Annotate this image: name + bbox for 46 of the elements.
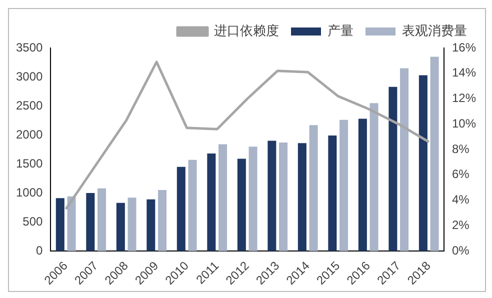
bar [279,142,288,251]
y-tick-label: 500 [22,214,44,228]
bar [237,158,246,251]
bar [430,56,439,251]
y-tick-label: 3000 [16,69,44,84]
bar [418,75,428,251]
legend-label: 进口依赖度 [214,22,279,39]
bar [370,103,378,251]
y2-tick-label: 4% [452,192,470,207]
y2-tick-label: 16% [452,40,476,54]
y-tick-label: 1500 [16,156,44,170]
bar [86,192,95,251]
bar [358,118,367,251]
legend-label: 表观消费量 [402,24,467,39]
bar [176,166,186,251]
y-tick-label: 3500 [16,40,44,54]
bar [298,143,306,251]
bar [116,202,125,251]
bar [248,146,258,251]
bar [67,196,76,251]
bar [128,198,136,251]
y-tick-label: 2000 [16,127,44,142]
bar [158,190,167,251]
legend-label: 产量 [328,24,354,39]
y2-tick-label: 8% [452,142,470,156]
bar [56,198,64,251]
y2-tick-label: 6% [452,167,470,182]
y2-tick-label: 2% [452,218,470,232]
y2-tick-label: 10% [452,116,476,130]
y-tick-label: 1000 [16,185,44,200]
bar [218,144,228,251]
y-tick-label: 2500 [16,98,44,112]
y-tick-label: 0 [36,243,44,258]
bar [268,140,276,251]
y2-tick-label: 12% [452,91,476,106]
bar [309,125,318,251]
bar [388,86,398,251]
bar [146,199,156,251]
bar [207,154,216,251]
bar [328,136,337,251]
bar [97,188,106,251]
bar [400,68,409,251]
y2-tick-label: 14% [452,66,476,80]
bar [188,160,197,251]
y2-tick-label: 0% [452,243,470,258]
bar [340,120,348,251]
